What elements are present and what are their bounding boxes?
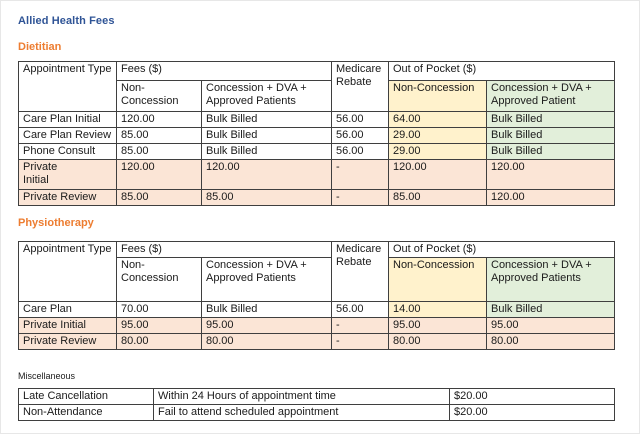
cell-fee-non-concession: 85.00 [116,189,202,206]
cell-medicare-rebate: 56.00 [331,143,389,160]
cell-oop-non-concession: 29.00 [388,127,487,144]
cell-fee-concession: 80.00 [201,333,332,350]
miscellaneous-table: Late Cancellation Within 24 Hours of app… [18,388,615,421]
header-fees-non-concession: Non-Concession [116,257,202,302]
table-row: Private Review 85.00 85.00 - 85.00 120.0… [18,189,615,206]
cell-appointment-type: Private Review [18,333,117,350]
cell-oop-non-concession: 120.00 [388,159,487,190]
cell-fee-concession: 120.00 [201,159,332,190]
header-medicare-rebate: Medicare Rebate [331,241,389,302]
cell-oop-non-concession: 95.00 [388,317,487,334]
cell-fee-concession: Bulk Billed [201,127,332,144]
section-heading-miscellaneous: Miscellaneous [18,371,76,381]
cell-oop-non-concession: 64.00 [388,111,487,128]
table-row: Private Initial 120.00 120.00 - 120.00 1… [18,159,615,190]
header-fees-concession: Concession + DVA + Approved Patients [201,257,332,302]
cell-appointment-type: Care Plan Review [18,127,117,144]
page-title: Allied Health Fees [18,15,115,27]
cell-fee-concession: 85.00 [201,189,332,206]
section-heading-dietitian: Dietitian [18,41,62,53]
header-oop-non-concession: Non-Concession [388,80,487,112]
header-out-of-pocket: Out of Pocket ($) [388,61,615,81]
cell-oop-concession: Bulk Billed [486,301,615,318]
table-subheader-row: Non-Concession Concession + DVA + Approv… [19,257,615,302]
cell-fee-concession: Bulk Billed [201,111,332,128]
table-row: Private Initial 95.00 95.00 - 95.00 95.0… [18,317,615,334]
table-header-row: Appointment Type Fees ($) Medicare Rebat… [18,61,615,112]
cell-medicare-rebate: - [331,159,389,190]
cell-oop-non-concession: 80.00 [388,333,487,350]
cell-oop-non-concession: 29.00 [388,143,487,160]
cell-medicare-rebate: - [331,317,389,334]
header-appointment-type: Appointment Type [18,241,117,302]
cell-misc-fee: $20.00 [449,404,615,421]
table-row: Phone Consult 85.00 Bulk Billed 56.00 29… [18,143,615,160]
header-oop-concession: Concession + DVA + Approved Patients [486,257,615,302]
table-row: Non-Attendance Fail to attend scheduled … [18,404,615,421]
cell-fee-concession: 95.00 [201,317,332,334]
header-fees-non-concession: Non-Concession [116,80,202,112]
cell-appointment-type: Care Plan [18,301,117,318]
header-fees-concession: Concession + DVA + Approved Patients [201,80,332,112]
cell-oop-concession: 120.00 [486,189,615,206]
table-row: Care Plan 70.00 Bulk Billed 56.00 14.00 … [18,301,615,318]
header-appointment-type: Appointment Type [18,61,117,112]
cell-oop-non-concession: 85.00 [388,189,487,206]
cell-medicare-rebate: - [331,189,389,206]
cell-oop-concession: Bulk Billed [486,143,615,160]
header-out-of-pocket: Out of Pocket ($) [388,241,615,258]
dietitian-table: Appointment Type Fees ($) Medicare Rebat… [18,61,615,206]
cell-misc-description: Fail to attend scheduled appointment [153,404,450,421]
cell-fee-concession: Bulk Billed [201,143,332,160]
cell-misc-description: Within 24 Hours of appointment time [153,388,450,405]
cell-appointment-type: Private Initial [18,159,117,190]
cell-misc-item: Non-Attendance [18,404,154,421]
header-oop-concession: Concession + DVA + Approved Patient [486,80,615,112]
cell-medicare-rebate: 56.00 [331,127,389,144]
cell-oop-concession: 120.00 [486,159,615,190]
cell-oop-concession: Bulk Billed [486,127,615,144]
cell-medicare-rebate: 56.00 [331,301,389,318]
cell-oop-concession: 95.00 [486,317,615,334]
cell-fee-non-concession: 80.00 [116,333,202,350]
cell-fee-non-concession: 85.00 [116,143,202,160]
header-medicare-rebate: Medicare Rebate [331,61,389,112]
cell-fee-non-concession: 95.00 [116,317,202,334]
table-row: Late Cancellation Within 24 Hours of app… [18,388,615,405]
section-heading-physiotherapy: Physiotherapy [18,217,94,229]
cell-oop-concession: 80.00 [486,333,615,350]
cell-appointment-type: Care Plan Initial [18,111,117,128]
cell-fee-non-concession: 120.00 [116,111,202,128]
table-row: Private Review 80.00 80.00 - 80.00 80.00 [18,333,615,350]
cell-fee-non-concession: 70.00 [116,301,202,318]
physiotherapy-table: Appointment Type Fees ($) Medicare Rebat… [18,241,615,350]
cell-misc-fee: $20.00 [449,388,615,405]
cell-oop-non-concession: 14.00 [388,301,487,318]
cell-appointment-type: Private Initial [18,317,117,334]
cell-fee-non-concession: 120.00 [116,159,202,190]
header-fees: Fees ($) [116,61,332,81]
table-row: Care Plan Initial 120.00 Bulk Billed 56.… [18,111,615,128]
table-row: Care Plan Review 85.00 Bulk Billed 56.00… [18,127,615,144]
table-header-row: Appointment Type Fees ($) Medicare Rebat… [18,241,615,302]
table-subheader-row: Non-Concession Concession + DVA + Approv… [19,80,615,112]
cell-medicare-rebate: 56.00 [331,111,389,128]
header-oop-non-concession: Non-Concession [388,257,487,302]
cell-appointment-type: Private Review [18,189,117,206]
cell-appointment-type: Phone Consult [18,143,117,160]
cell-medicare-rebate: - [331,333,389,350]
cell-fee-concession: Bulk Billed [201,301,332,318]
cell-oop-concession: Bulk Billed [486,111,615,128]
cell-misc-item: Late Cancellation [18,388,154,405]
header-fees: Fees ($) [116,241,332,258]
cell-fee-non-concession: 85.00 [116,127,202,144]
